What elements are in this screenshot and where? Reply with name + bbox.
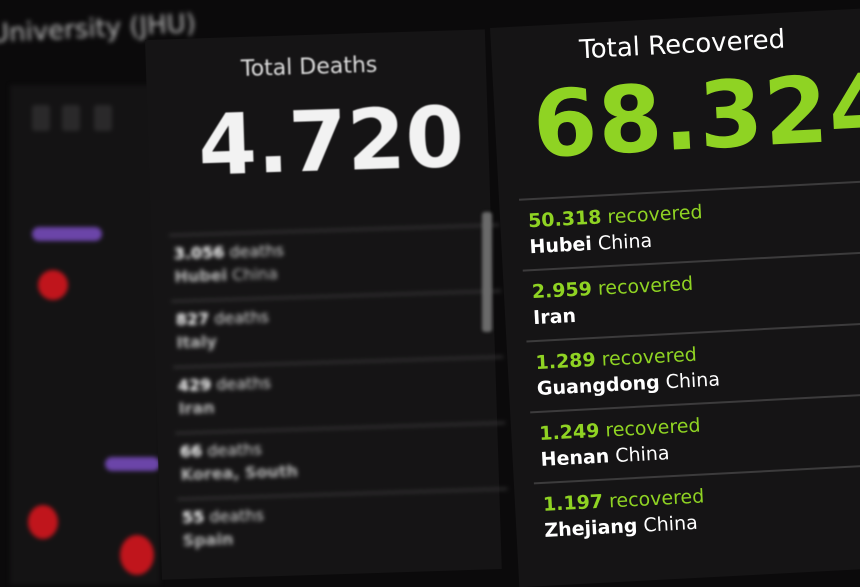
item-unit: recovered: [601, 343, 698, 371]
map-control-button[interactable]: [32, 105, 50, 131]
item-place: Spain: [182, 529, 234, 551]
recovered-total: 68.324: [530, 53, 860, 179]
list-item[interactable]: 55 deaths Spain: [177, 487, 510, 567]
item-place: Zhejiang: [543, 514, 639, 542]
item-place: Korea, South: [180, 461, 299, 485]
item-country: China: [231, 263, 279, 285]
item-place: Italy: [176, 331, 218, 353]
item-count: 827: [175, 309, 210, 330]
item-country: China: [597, 229, 653, 255]
item-count: 50.318: [527, 206, 602, 233]
total-recovered-panel: Total Recovered 68.324 50.318 recovered …: [490, 7, 860, 587]
map-panel[interactable]: [10, 85, 160, 585]
item-unit: recovered: [606, 201, 704, 229]
item-unit: deaths: [209, 505, 265, 527]
item-count: 55: [181, 507, 205, 528]
scrollbar[interactable]: [482, 212, 492, 332]
deaths-total: 4.720: [196, 88, 466, 195]
item-count: 1.249: [538, 419, 600, 445]
item-unit: recovered: [604, 414, 702, 442]
item-place: Guangdong: [536, 371, 661, 401]
item-place: Henan: [540, 445, 610, 471]
item-unit: deaths: [229, 240, 285, 262]
item-country: China: [642, 511, 699, 537]
item-country: China: [614, 442, 671, 468]
map-control-button[interactable]: [94, 105, 112, 131]
map-control-button[interactable]: [62, 105, 80, 131]
deaths-title: Total Deaths: [240, 52, 378, 82]
item-place: Iran: [532, 304, 577, 330]
item-place: Hubei: [528, 232, 593, 259]
map-marker[interactable]: [38, 270, 68, 300]
item-unit: deaths: [213, 307, 270, 328]
item-count: 1.289: [535, 348, 597, 375]
map-marker[interactable]: [28, 505, 58, 539]
item-unit: deaths: [206, 439, 263, 461]
item-count: 429: [177, 375, 212, 396]
item-count: 2.959: [531, 278, 593, 304]
item-count: 66: [179, 441, 203, 462]
item-count: 3.056: [173, 242, 225, 264]
item-unit: recovered: [608, 485, 705, 513]
map-label: [32, 227, 102, 241]
total-deaths-panel: Total Deaths 4.720 3.056 deaths Hubei Ch…: [145, 29, 510, 580]
item-unit: recovered: [597, 272, 694, 300]
item-count: 1.197: [542, 490, 604, 516]
map-marker[interactable]: [120, 535, 154, 575]
item-place: Iran: [178, 397, 215, 419]
item-country: China: [665, 368, 721, 394]
item-place: Hubei: [174, 265, 228, 287]
map-label: [105, 457, 160, 471]
item-unit: deaths: [216, 373, 272, 394]
